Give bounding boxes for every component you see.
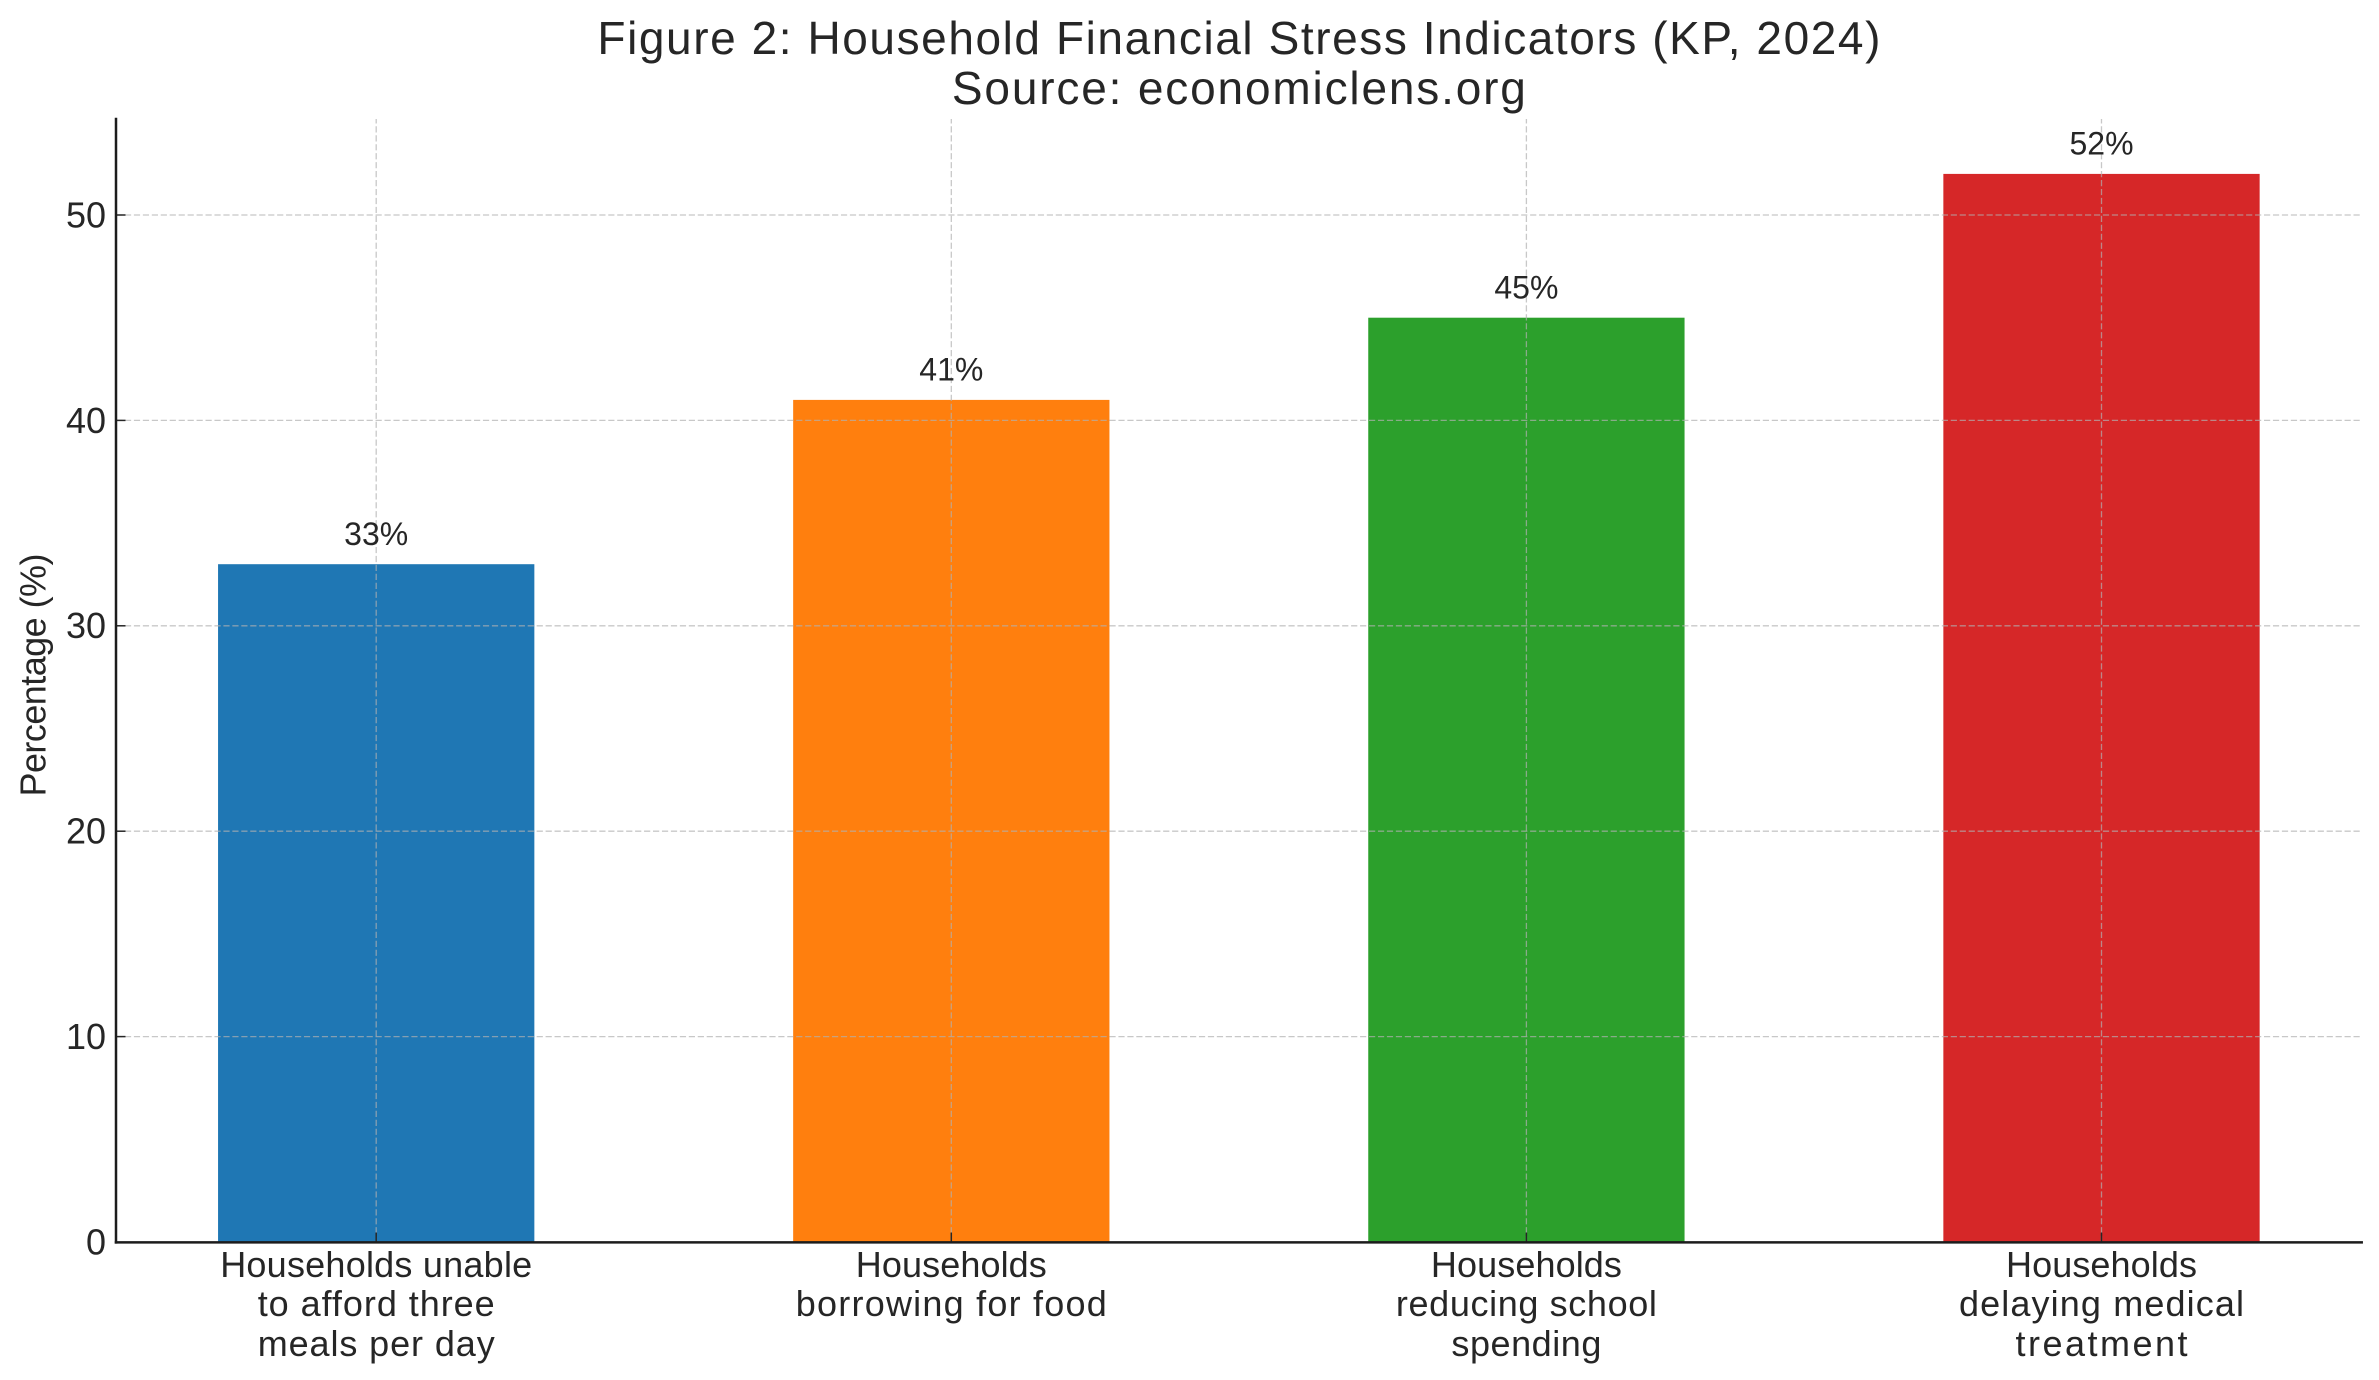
svg-text:50: 50 [66,195,106,236]
svg-text:Households: Households [2006,1244,2197,1285]
svg-text:41%: 41% [919,352,983,388]
svg-text:0: 0 [86,1222,106,1263]
svg-text:30: 30 [66,605,106,646]
svg-text:spending: spending [1451,1323,1601,1364]
svg-text:Figure 2: Household Financial: Figure 2: Household Financial Stress Ind… [597,12,1880,64]
svg-text:33%: 33% [344,516,408,552]
svg-text:treatment: treatment [2016,1323,2188,1364]
svg-text:10: 10 [66,1016,106,1057]
svg-text:borrowing for food: borrowing for food [796,1283,1107,1324]
svg-text:45%: 45% [1494,269,1558,305]
svg-text:to afford three: to afford three [258,1283,495,1324]
svg-text:Households unable: Households unable [220,1244,532,1285]
svg-text:40: 40 [66,400,106,441]
svg-text:20: 20 [66,811,106,852]
svg-text:delaying medical: delaying medical [1959,1283,2244,1324]
svg-text:Households: Households [1431,1244,1622,1285]
svg-text:52%: 52% [2069,126,2133,162]
svg-text:meals per day: meals per day [258,1323,495,1364]
svg-text:reducing school: reducing school [1396,1283,1657,1324]
svg-text:Source: economiclens.org: Source: economiclens.org [952,62,1526,114]
svg-text:Households: Households [856,1244,1047,1285]
svg-text:Percentage (%): Percentage (%) [12,554,53,797]
